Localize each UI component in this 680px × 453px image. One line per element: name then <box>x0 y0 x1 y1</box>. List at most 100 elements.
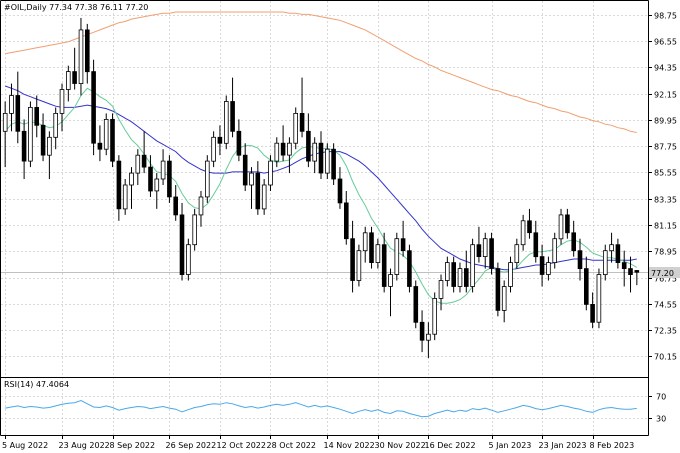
candle-body <box>91 71 96 144</box>
candle-body <box>299 113 305 132</box>
price-tick-label: 98.75 <box>654 12 677 21</box>
candle <box>59 83 65 132</box>
candle-body <box>388 274 393 287</box>
candle <box>615 238 621 269</box>
candle-body <box>501 286 507 311</box>
candle-body <box>571 232 576 252</box>
candle-body <box>508 262 513 287</box>
candle <box>167 155 172 203</box>
candle <box>381 232 387 293</box>
price-tick-label: 72.35 <box>654 327 677 336</box>
rsi-title: RSI(14) 47.4064 <box>4 380 69 389</box>
candle <box>179 202 185 281</box>
candle-body <box>457 268 463 287</box>
candle <box>135 149 141 186</box>
candle <box>236 119 242 162</box>
candle <box>432 292 437 341</box>
candle <box>457 262 463 293</box>
candle-body <box>463 268 469 287</box>
candle <box>621 250 627 287</box>
candle <box>375 238 381 269</box>
candle <box>565 208 570 239</box>
candle-body <box>495 268 501 311</box>
candle <box>388 268 393 317</box>
candle-body <box>249 172 254 186</box>
price-tick-label: 92.15 <box>654 91 677 100</box>
candle-body <box>552 238 557 263</box>
date-tick-label: 16 Dec 2022 <box>425 441 476 450</box>
axes <box>0 0 649 436</box>
candle <box>192 208 198 251</box>
candle <box>609 232 614 263</box>
candle-body <box>148 166 153 192</box>
candle-body <box>444 262 450 281</box>
candle <box>21 119 27 180</box>
candle <box>268 155 273 191</box>
price-tick-label: 96.55 <box>654 38 677 47</box>
candle-body <box>356 250 362 281</box>
candle-body <box>217 136 223 144</box>
candle-body <box>230 101 235 132</box>
candle <box>394 232 400 281</box>
candle <box>413 280 419 329</box>
candle-body <box>211 136 216 162</box>
candle <box>470 238 475 293</box>
last-price-tag-bg <box>649 267 680 278</box>
candle-body <box>85 29 90 73</box>
candle-body <box>2 113 8 132</box>
candle-body <box>375 244 381 263</box>
candle <box>596 268 602 329</box>
candle-body <box>628 268 633 276</box>
candle-body <box>407 250 412 287</box>
candle <box>369 226 374 269</box>
last-price-tag: 77.20 <box>649 267 680 278</box>
candle <box>66 65 71 102</box>
candle-body <box>110 119 115 162</box>
candle-body <box>546 262 551 275</box>
candle <box>552 232 557 269</box>
candle-body <box>482 238 488 257</box>
candle-body <box>72 71 77 84</box>
candle-body <box>419 321 425 341</box>
candle-body <box>28 107 33 162</box>
rsi-series-line <box>5 399 637 418</box>
candle <box>407 244 412 293</box>
candle-body <box>34 107 39 126</box>
candle <box>154 173 160 209</box>
price-tick-label: 70.15 <box>654 353 677 362</box>
candle-body <box>287 142 292 156</box>
candle-body <box>122 184 128 210</box>
candle <box>40 113 46 162</box>
candle-body <box>603 250 608 275</box>
candle-body <box>590 303 595 323</box>
candle-body <box>154 178 160 192</box>
candles <box>2 17 640 359</box>
candle-body <box>204 160 210 198</box>
candle <box>628 256 633 293</box>
candle <box>520 214 526 251</box>
candle <box>217 125 223 156</box>
rsi-axis-labels: 70 30 <box>648 393 666 424</box>
candle <box>438 274 444 311</box>
ma-slow-line <box>5 11 637 133</box>
candle <box>533 220 539 263</box>
candle-body <box>192 214 198 246</box>
candle <box>356 244 362 287</box>
candle <box>451 256 456 293</box>
candle <box>141 131 147 174</box>
candle-body <box>135 154 141 174</box>
candle-body <box>129 172 134 186</box>
candle <box>91 59 96 156</box>
candle <box>318 131 324 180</box>
candle-body <box>59 89 65 114</box>
candle <box>350 220 355 293</box>
candle-body <box>369 232 374 264</box>
candle-body <box>97 142 103 150</box>
candle <box>85 23 90 84</box>
candle-body <box>584 268 589 305</box>
candle-body <box>451 262 456 287</box>
candle <box>312 137 317 174</box>
date-tick-label: 30 Nov 2022 <box>375 441 426 450</box>
price-tick-label: 94.35 <box>654 64 677 73</box>
